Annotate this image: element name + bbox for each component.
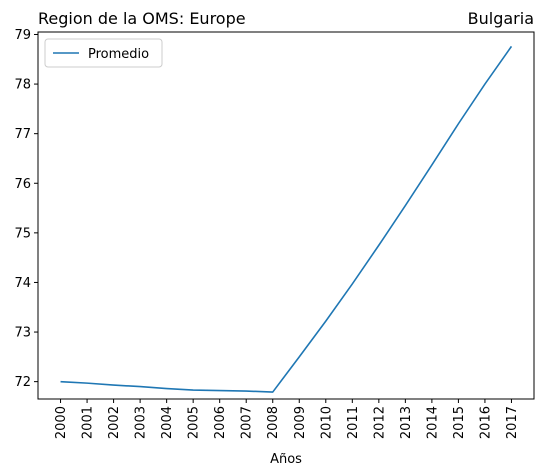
x-tick-label: 2011: [346, 406, 361, 439]
legend: Promedio: [44, 38, 163, 68]
y-tick-label: 75: [14, 226, 31, 241]
chart-title-right: Bulgaria: [468, 9, 534, 28]
x-tick-label: 2004: [160, 406, 175, 439]
x-axis-label: Años: [270, 452, 302, 467]
legend-box: [44, 38, 163, 68]
x-tick-label: 2009: [293, 406, 308, 439]
y-tick-label: 72: [14, 375, 31, 390]
x-tick-label: 2008: [266, 406, 281, 439]
x-tick-label: 2007: [240, 406, 255, 439]
y-tick-label: 76: [14, 177, 31, 192]
y-axis: 72 73 74 75 76 77 78 79: [14, 28, 38, 390]
x-tick-label: 2014: [425, 406, 440, 439]
x-tick-label: 2010: [319, 406, 334, 439]
legend-label: Promedio: [88, 47, 149, 62]
y-tick-label: 79: [14, 28, 31, 43]
series-layer: [60, 45, 513, 393]
x-tick-label: 2005: [187, 406, 202, 439]
x-tick-label: 2013: [399, 406, 414, 439]
series-line: [60, 45, 513, 393]
x-axis: 2000 2001 2002 2003 2004 2005 2006 2007 2008 2009…: [54, 399, 520, 439]
x-tick-label: 2016: [478, 406, 493, 439]
x-tick-label: 2012: [372, 406, 387, 439]
plot-area: [37, 31, 535, 400]
chart-title-left: Region de la OMS: Europe: [38, 9, 246, 28]
x-tick-label: 2003: [134, 406, 149, 439]
x-tick-label: 2001: [81, 406, 96, 439]
x-tick-label: 2015: [452, 406, 467, 439]
x-tick-label: 2000: [54, 406, 69, 439]
y-tick-label: 78: [14, 78, 31, 93]
y-tick-label: 73: [14, 326, 31, 341]
x-tick-label: 2002: [107, 406, 122, 439]
y-tick-label: 74: [14, 276, 31, 291]
plot-frame: [37, 31, 535, 400]
x-tick-label: 2017: [505, 406, 520, 439]
x-tick-label: 2006: [213, 406, 228, 439]
y-tick-label: 77: [14, 127, 31, 142]
